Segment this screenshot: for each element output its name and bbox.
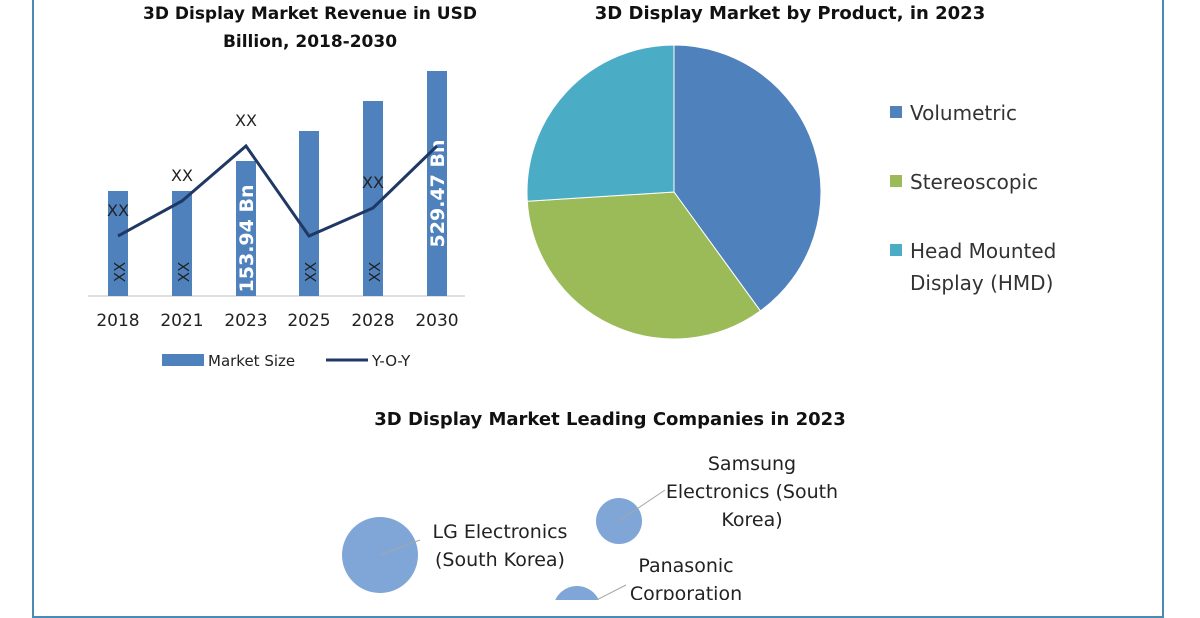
bar-market-size-2023 [236, 161, 256, 296]
x-tick-label-2023: 2023 [224, 311, 267, 331]
bar-data-label-2021: XX [175, 262, 193, 283]
bubble-label-1: LG Electronics (South Korea) [433, 521, 568, 571]
bar-data-label-2030: 529.47 Bn [427, 140, 449, 248]
bubble-leader-2 [595, 584, 627, 600]
bar-market-size-2021 [172, 191, 192, 296]
pie-chart-title: 3D Display Market by Product, in 2023 [594, 3, 986, 24]
bar-data-label-2025: XX [302, 262, 320, 283]
x-tick-label-2025: 2025 [287, 311, 330, 331]
bar-data-label-2028: XX [366, 262, 384, 283]
bubble-leader-1 [379, 539, 421, 556]
bubble-chart-title: 3D Display Market Leading Companies in 2… [374, 409, 846, 430]
pie-legend-label-0: Volumetric [910, 101, 1017, 125]
pie-slice-volumetric [673, 44, 822, 312]
x-tick-label-2030: 2030 [415, 311, 458, 331]
bubble-leader-0 [618, 489, 666, 522]
x-tick-label-2018: 2018 [96, 311, 139, 331]
pie-legend-swatch-2 [890, 244, 902, 256]
bar-market-size-2025 [299, 131, 319, 296]
x-tick-label-2021: 2021 [160, 311, 203, 331]
bubble-label-2: Panasonic Corporation [630, 555, 742, 600]
pie-legend-label-1: Stereoscopic [910, 170, 1038, 194]
bar-chart: 2018 XX 2021 XX 2023 153.94 Bn 2025 XX 2028 XX 203… [88, 44, 1056, 600]
x-tick-label-2028: 2028 [351, 311, 394, 331]
bar-market-size-2028 [363, 101, 383, 296]
bar-data-label-2018: XX [111, 262, 129, 283]
pie-legend-swatch-0 [890, 106, 902, 118]
bubble-label-0: Samsung Electronics (South Korea) [666, 453, 838, 531]
yoy-data-label-2018: XX [107, 201, 129, 220]
bar-market-size-2030 [427, 71, 447, 296]
pie-legend-label-2: Head Mounted Display (HMD) [910, 239, 1056, 295]
yoy-data-label-2021: XX [171, 166, 193, 185]
bubble-2 [555, 586, 599, 600]
pie-slice-head [526, 44, 675, 202]
bar-market-size-2018 [108, 191, 128, 296]
legend-yoy-label: Y-O-Y [371, 352, 411, 370]
yoy-data-label-2023: XX [235, 111, 257, 130]
legend-market-size-label: Market Size [208, 352, 295, 370]
bar-chart-title: 3D Display Market Revenue in USD Billion… [143, 4, 477, 52]
yoy-data-label-2028: XX [362, 173, 384, 192]
pie-legend-swatch-1 [890, 175, 902, 187]
pie-slice-stereoscopic [526, 191, 762, 340]
bar-data-label-2023: 153.94 Bn [236, 185, 258, 293]
legend-market-size-swatch [162, 354, 204, 366]
yoy-line [117, 143, 439, 238]
